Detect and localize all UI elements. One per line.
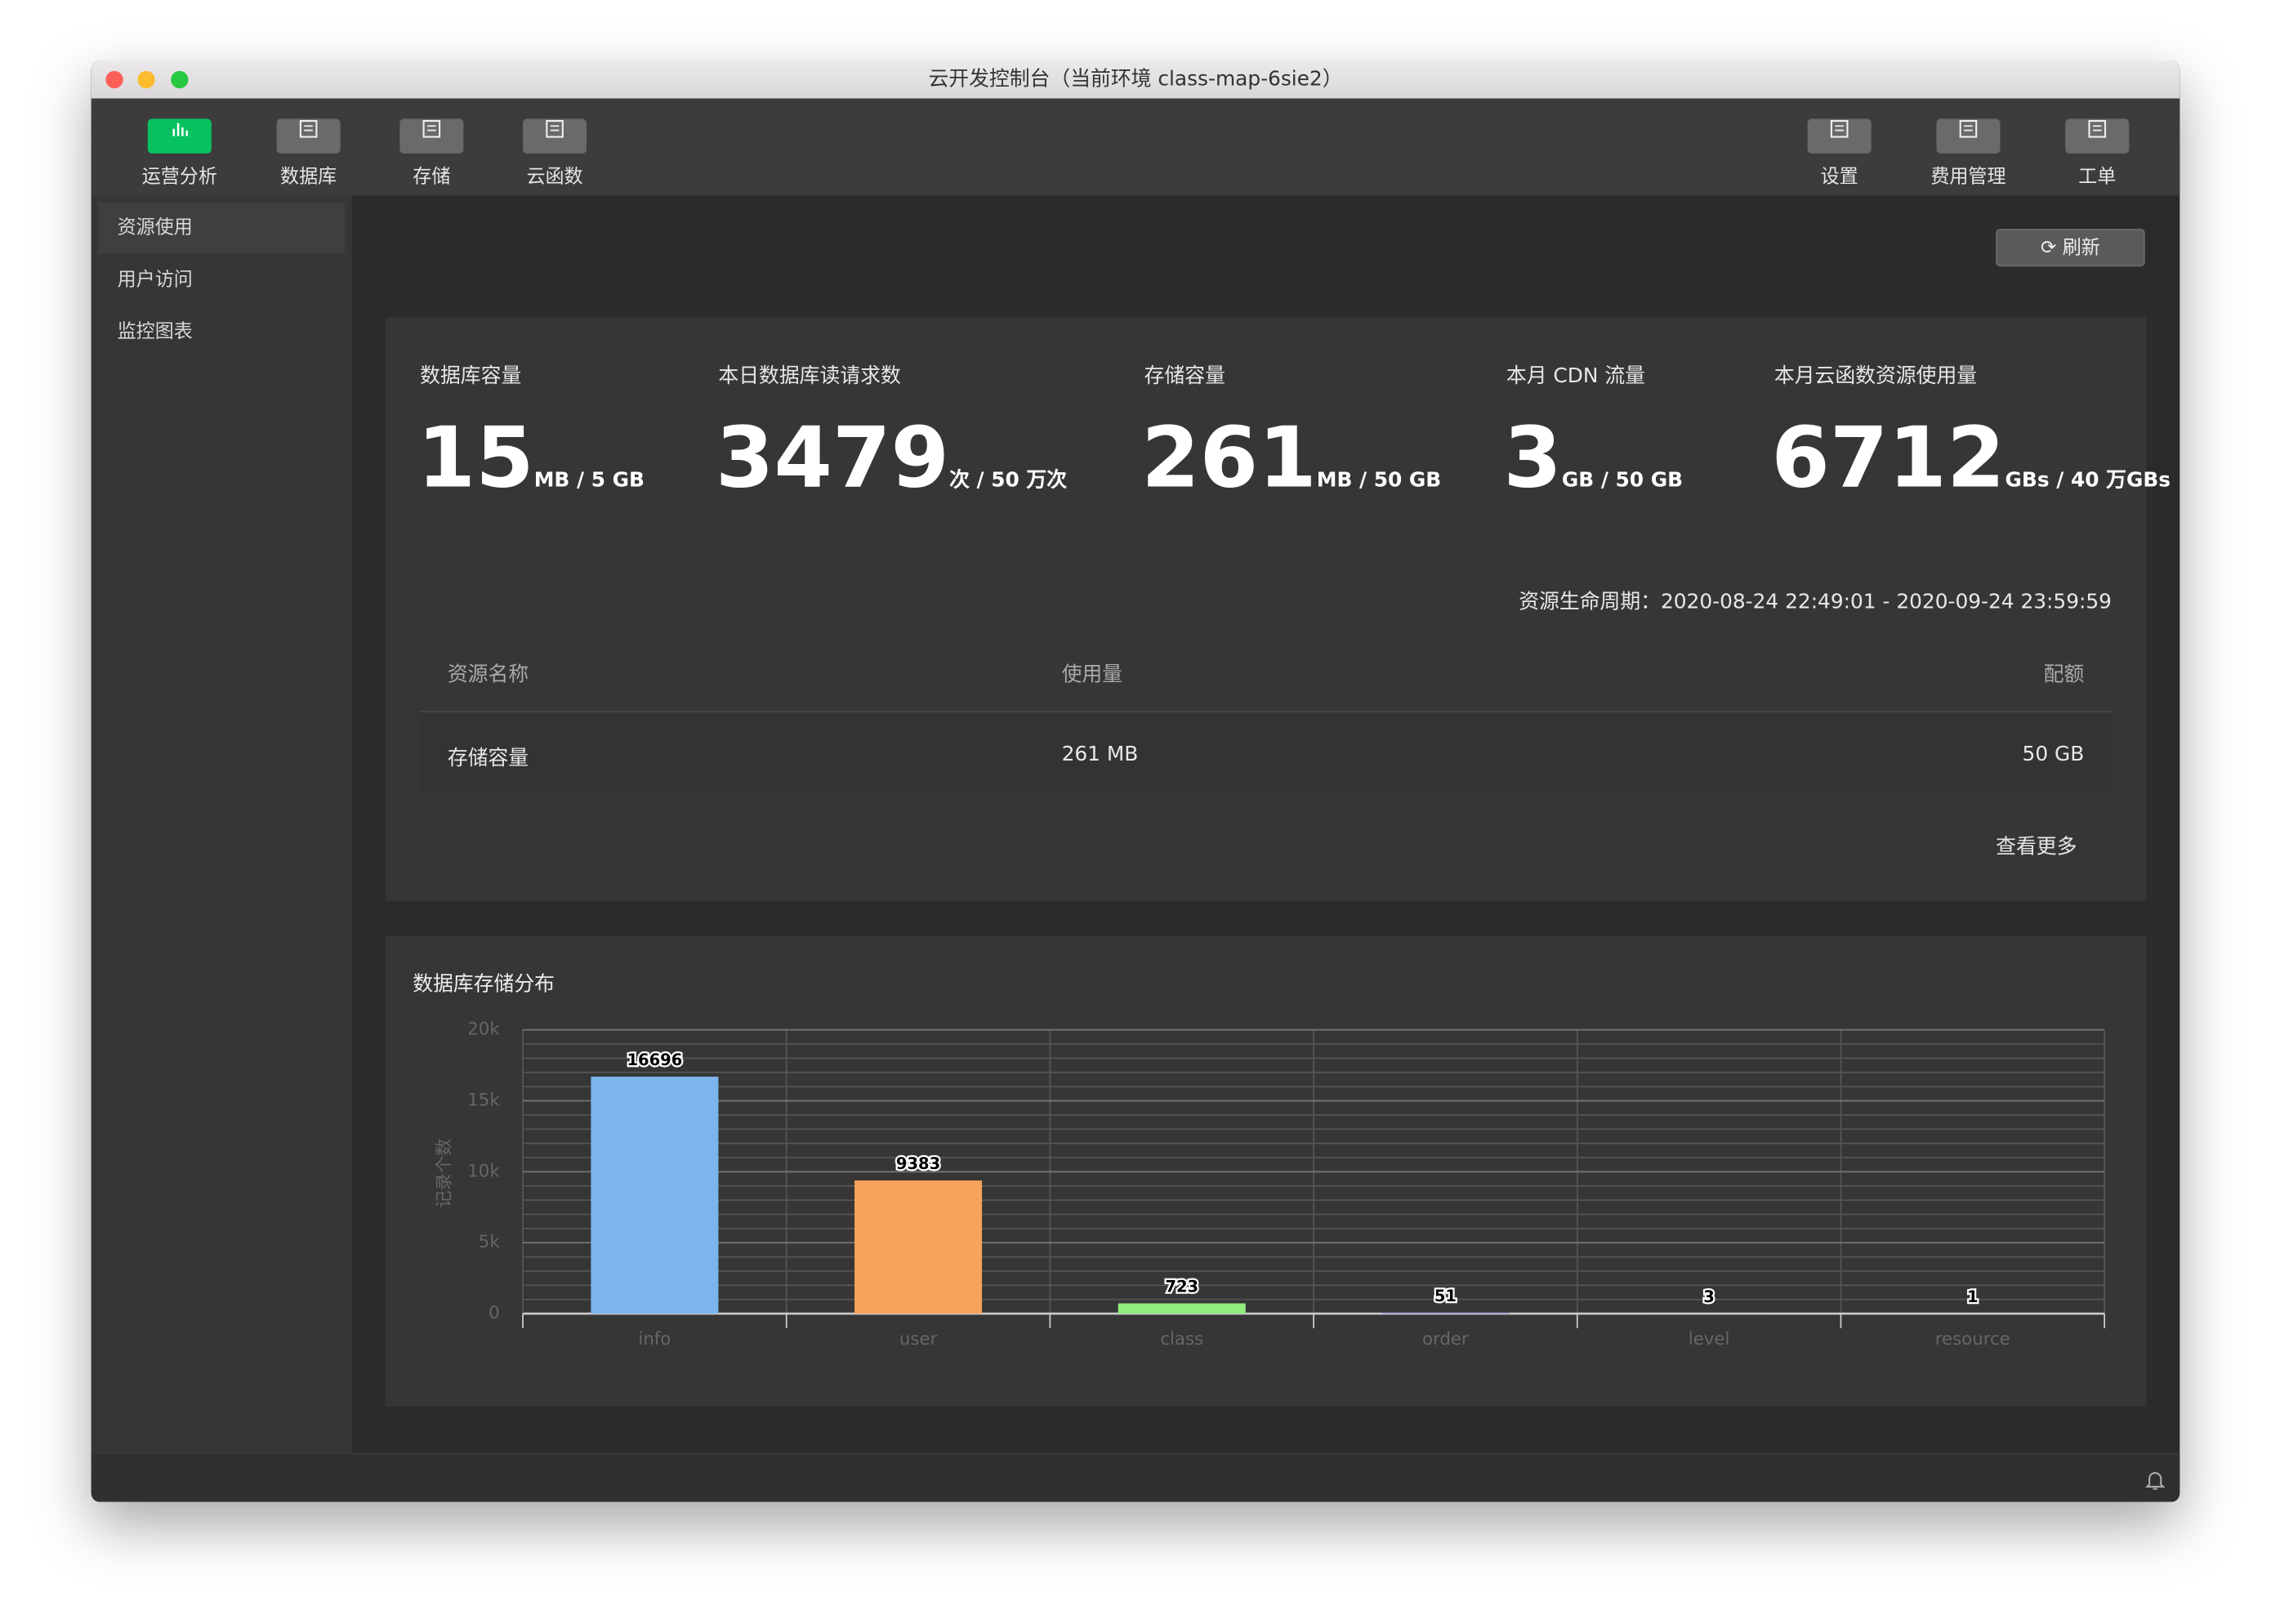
- stat-number: 3479: [715, 408, 950, 507]
- table-divider: [420, 711, 2112, 713]
- sidebar-item[interactable]: 资源使用: [98, 203, 345, 254]
- stat-value: 6712GBs / 40 万GBs: [1771, 408, 2171, 507]
- toolbar-item[interactable]: 数据库: [243, 99, 374, 189]
- x-tick-label: level: [1689, 1329, 1730, 1350]
- status-bar: [91, 1452, 2180, 1502]
- stat-label: 数据库容量: [420, 364, 522, 389]
- toolbar-label: 云函数: [526, 166, 583, 189]
- zoom-button[interactable]: [171, 70, 189, 89]
- toolbar-label: 工单: [2078, 166, 2117, 189]
- chart-title: 数据库存储分布: [413, 972, 555, 996]
- data-label: 3: [1703, 1287, 1715, 1306]
- toolbar-item[interactable]: 费用管理: [1903, 99, 2034, 189]
- toolbar-label: 设置: [1820, 166, 1858, 189]
- data-label: 1: [1967, 1287, 1979, 1306]
- lifecycle: 资源生命周期：2020-08-24 22:49:01 - 2020-09-24 …: [1519, 591, 2112, 614]
- y-axis-label: 记录个数: [434, 1139, 454, 1208]
- stat-number: 3: [1503, 408, 1562, 507]
- toolbar-icon[interactable]: [2065, 118, 2130, 154]
- x-tick-label: user: [899, 1329, 938, 1350]
- window: 云开发控制台（当前环境 class-map-6sie2） 运营分析 数据库 存储 云函…: [91, 60, 2180, 1502]
- bar: [591, 1076, 719, 1314]
- toolbar-label: 数据库: [280, 166, 337, 189]
- stat-unit: 次 / 50 万次: [949, 469, 1068, 493]
- toolbar-item[interactable]: 设置: [1774, 99, 1905, 189]
- table-cell: 存储容量: [447, 747, 529, 771]
- table-header: 配额: [2043, 663, 2085, 687]
- stat-unit: GBs / 40 万GBs: [2005, 469, 2171, 493]
- minimize-button[interactable]: [137, 70, 155, 89]
- x-tick-label: resource: [1935, 1329, 2010, 1350]
- data-label: 9383: [896, 1154, 940, 1173]
- stat-label: 本月 CDN 流量: [1506, 364, 1645, 389]
- y-tick-label: 10k: [467, 1161, 500, 1181]
- y-tick-label: 0: [489, 1303, 500, 1323]
- toolbar-icon[interactable]: [523, 118, 587, 154]
- toolbar-label: 费用管理: [1930, 166, 2006, 189]
- data-label: 723: [1165, 1278, 1198, 1296]
- bar: [1381, 1313, 1510, 1314]
- sidebar: 资源使用用户访问监控图表: [91, 195, 352, 1453]
- window-title: 云开发控制台（当前环境 class-map-6sie2）: [928, 68, 1343, 91]
- toolbar-icon[interactable]: [276, 118, 341, 154]
- toolbar-icon[interactable]: [1807, 118, 1872, 154]
- close-button[interactable]: [105, 70, 123, 89]
- x-tick-label: class: [1160, 1329, 1203, 1350]
- toolbar-icon[interactable]: [147, 118, 212, 154]
- table-header: 使用量: [1061, 663, 1123, 687]
- stat-number: 6712: [1771, 408, 2006, 507]
- stat-value: 261MB / 50 GB: [1141, 408, 1441, 507]
- toolbar-icon[interactable]: [399, 118, 464, 154]
- stat-value: 3479次 / 50 万次: [716, 408, 1067, 507]
- usage-card: 数据库容量 15MB / 5 GB 本日数据库读请求数 3479次 / 50 万次 存储…: [385, 317, 2171, 901]
- stat-number: 15: [417, 408, 534, 507]
- y-tick-label: 15k: [467, 1090, 500, 1110]
- refresh-button[interactable]: ⟳ 刷新: [1996, 229, 2145, 267]
- toolbar-item[interactable]: 存储: [367, 99, 497, 189]
- title-bar: 云开发控制台（当前环境 class-map-6sie2）: [91, 60, 2180, 99]
- stat-label: 本月云函数资源使用量: [1774, 364, 1978, 389]
- data-label: 51: [1434, 1287, 1457, 1305]
- toolbar: 运营分析 数据库 存储 云函数 设置 费用管理 工单: [91, 98, 2180, 196]
- y-tick-label: 5k: [479, 1232, 501, 1252]
- x-tick-label: order: [1422, 1329, 1469, 1350]
- table-cell: 261 MB: [1061, 743, 1139, 766]
- toolbar-item[interactable]: 运营分析: [114, 99, 245, 189]
- y-tick-label: 20k: [467, 1019, 500, 1040]
- toolbar-label: 运营分析: [141, 166, 217, 189]
- table-header: 资源名称: [447, 663, 529, 687]
- refresh-label: 刷新: [2062, 237, 2100, 260]
- sidebar-item[interactable]: 用户访问: [117, 269, 193, 292]
- table-cell: 50 GB: [2022, 743, 2085, 766]
- x-tick-label: info: [638, 1329, 671, 1350]
- stat-value: 3GB / 50 GB: [1503, 408, 1683, 507]
- bell-icon[interactable]: [2144, 1469, 2166, 1492]
- stat-unit: MB / 50 GB: [1316, 469, 1442, 493]
- toolbar-item[interactable]: 云函数: [489, 99, 620, 189]
- stat-number: 261: [1141, 408, 1317, 507]
- sidebar-item[interactable]: 监控图表: [117, 321, 193, 344]
- data-label: 16696: [627, 1051, 682, 1069]
- bar: [854, 1180, 983, 1314]
- stat-unit: GB / 50 GB: [1561, 469, 1684, 493]
- toolbar-item[interactable]: 工单: [2032, 99, 2162, 189]
- toolbar-label: 存储: [413, 166, 451, 189]
- table-row: [420, 712, 2112, 796]
- more-link[interactable]: 查看更多: [1996, 835, 2077, 859]
- bar: [1118, 1303, 1246, 1314]
- toolbar-icon[interactable]: [1936, 118, 2001, 154]
- stat-label: 存储容量: [1144, 364, 1225, 389]
- stat-unit: MB / 5 GB: [533, 469, 645, 493]
- stat-label: 本日数据库读请求数: [718, 364, 901, 389]
- stat-value: 15MB / 5 GB: [417, 408, 645, 507]
